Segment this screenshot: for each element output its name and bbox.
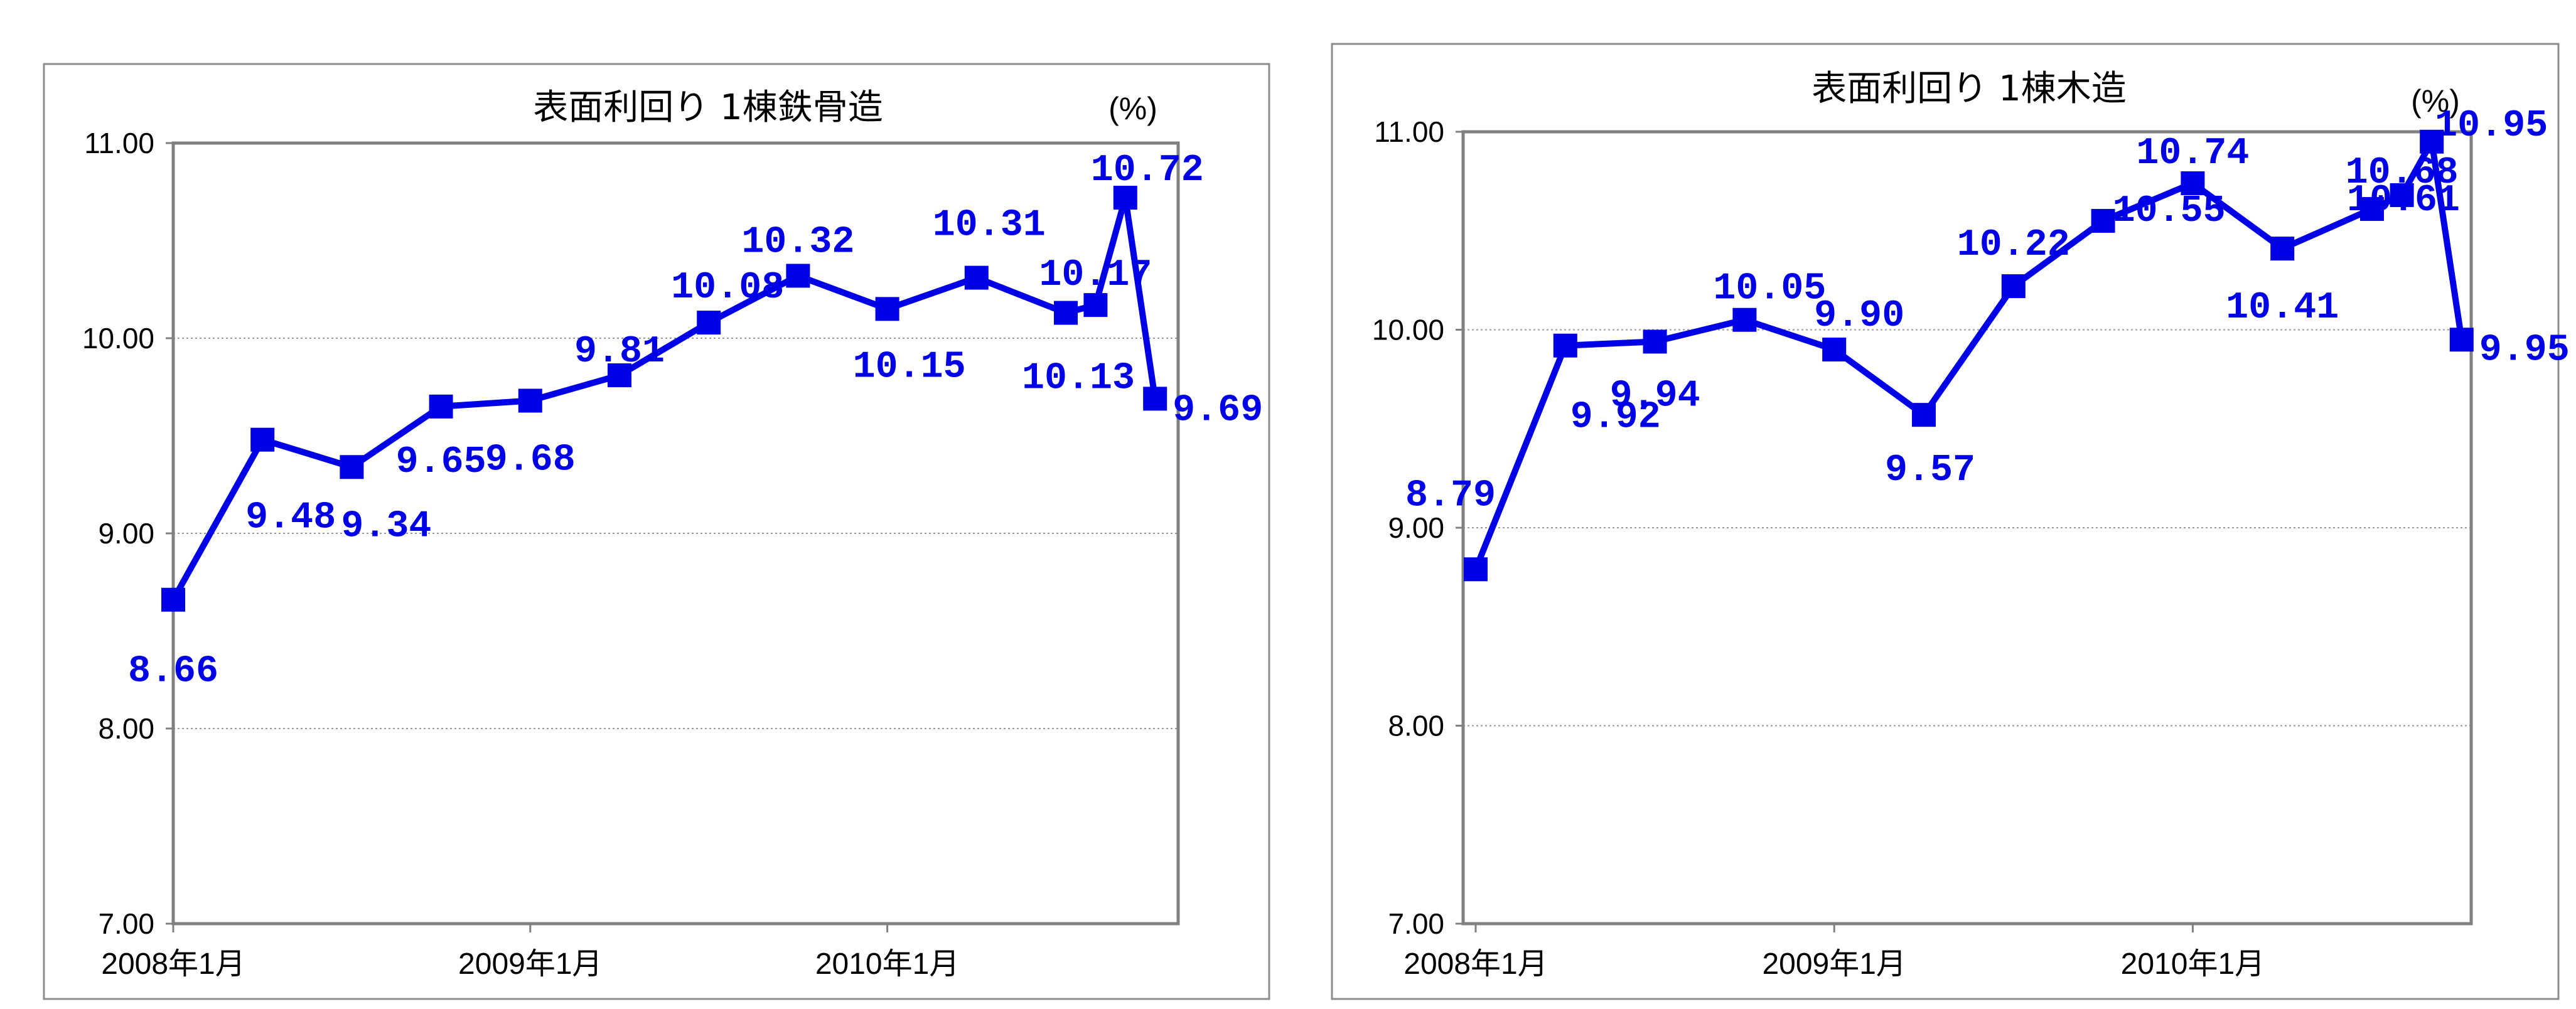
- data-point-marker: [786, 264, 810, 288]
- data-label: 10.22: [1957, 224, 2070, 267]
- x-tick-label: 2008年1月: [1403, 948, 1547, 981]
- data-label: 9.48: [245, 497, 336, 540]
- y-tick-label: 9.00: [98, 517, 154, 550]
- data-point-marker: [161, 587, 185, 612]
- y-tick-label: 11.00: [1374, 115, 1444, 148]
- y-tick-label: 8.00: [98, 712, 154, 745]
- data-label: 9.94: [1610, 375, 1700, 417]
- data-point-marker: [697, 311, 721, 335]
- data-point-marker: [1822, 338, 1847, 362]
- data-point-marker: [2420, 129, 2444, 154]
- data-label: 10.95: [2435, 105, 2548, 147]
- x-tick-label: 2010年1月: [815, 948, 959, 981]
- y-tick-label: 7.00: [98, 907, 154, 940]
- chart-frame: [1331, 43, 2560, 1000]
- data-label: 9.81: [574, 331, 665, 373]
- data-label: 9.95: [2479, 329, 2570, 371]
- data-point-marker: [2270, 237, 2295, 261]
- data-label: 9.69: [1173, 389, 1263, 432]
- y-tick-label: 9.00: [1388, 511, 1444, 544]
- data-label: 9.34: [341, 505, 431, 548]
- data-point-marker: [1912, 403, 1936, 427]
- y-tick-label: 10.00: [1372, 314, 1444, 346]
- data-point-marker: [1083, 293, 1108, 318]
- data-point-marker: [340, 455, 364, 479]
- data-label: 10.41: [2226, 287, 2339, 329]
- data-point-marker: [1464, 557, 1488, 582]
- data-point-marker: [2390, 183, 2414, 207]
- y-tick-label: 10.00: [82, 322, 154, 355]
- data-point-marker: [1113, 186, 1137, 210]
- data-point-marker: [518, 388, 542, 413]
- plot-area: [171, 141, 1180, 926]
- data-label: 10.15: [853, 346, 966, 388]
- data-label: 8.66: [128, 651, 218, 693]
- data-point-marker: [875, 297, 899, 321]
- data-point-marker: [2181, 171, 2205, 196]
- data-point-marker: [1054, 301, 1078, 325]
- y-tick-label: 8.00: [1388, 710, 1444, 742]
- data-label: 8.79: [1405, 474, 1496, 517]
- plot-area: [1461, 130, 2473, 926]
- data-point-marker: [429, 394, 453, 419]
- data-label: 10.32: [741, 221, 854, 264]
- data-point-marker: [1143, 387, 1167, 411]
- data-point-marker: [2091, 208, 2115, 233]
- data-point-marker: [2449, 328, 2474, 352]
- chart-title: 表面利回り 1棟鉄骨造: [533, 87, 883, 128]
- chart-title: 表面利回り 1棟木造: [1811, 68, 2126, 109]
- data-label: 10.72: [1091, 149, 1204, 192]
- data-label: 10.13: [1022, 358, 1135, 400]
- data-point-marker: [1553, 333, 1577, 358]
- data-point-marker: [1732, 307, 1757, 332]
- data-label: 9.90: [1814, 295, 1904, 338]
- data-point-marker: [1643, 329, 1667, 354]
- y-tick-label: 7.00: [1388, 907, 1444, 940]
- data-label: 10.68: [2346, 152, 2459, 195]
- data-point-marker: [250, 427, 275, 452]
- x-tick-label: 2009年1月: [458, 948, 602, 981]
- data-label: 9.92: [1570, 397, 1661, 439]
- data-point-marker: [2001, 274, 2026, 299]
- data-label: 10.08: [671, 267, 784, 309]
- x-tick-label: 2009年1月: [1762, 948, 1906, 981]
- data-label: 9.65: [396, 441, 486, 484]
- y-tick-label: 11.00: [84, 127, 154, 159]
- data-label: 9.57: [1885, 449, 1975, 492]
- data-point-marker: [964, 265, 989, 290]
- x-tick-label: 2010年1月: [2121, 948, 2265, 981]
- unit-label: (%): [2411, 83, 2460, 119]
- data-point-marker: [2360, 197, 2384, 222]
- unit-label: (%): [1108, 91, 1157, 126]
- data-label: 10.05: [1713, 268, 1826, 311]
- data-label: 10.31: [933, 205, 1046, 247]
- data-label: 10.55: [2113, 190, 2226, 233]
- data-point-marker: [608, 363, 631, 388]
- data-label: 9.68: [485, 439, 576, 482]
- x-tick-label: 2008年1月: [101, 948, 245, 981]
- data-label: 10.74: [2136, 132, 2249, 175]
- data-label: 10.17: [1039, 254, 1152, 297]
- chart-frame: [43, 63, 1270, 1000]
